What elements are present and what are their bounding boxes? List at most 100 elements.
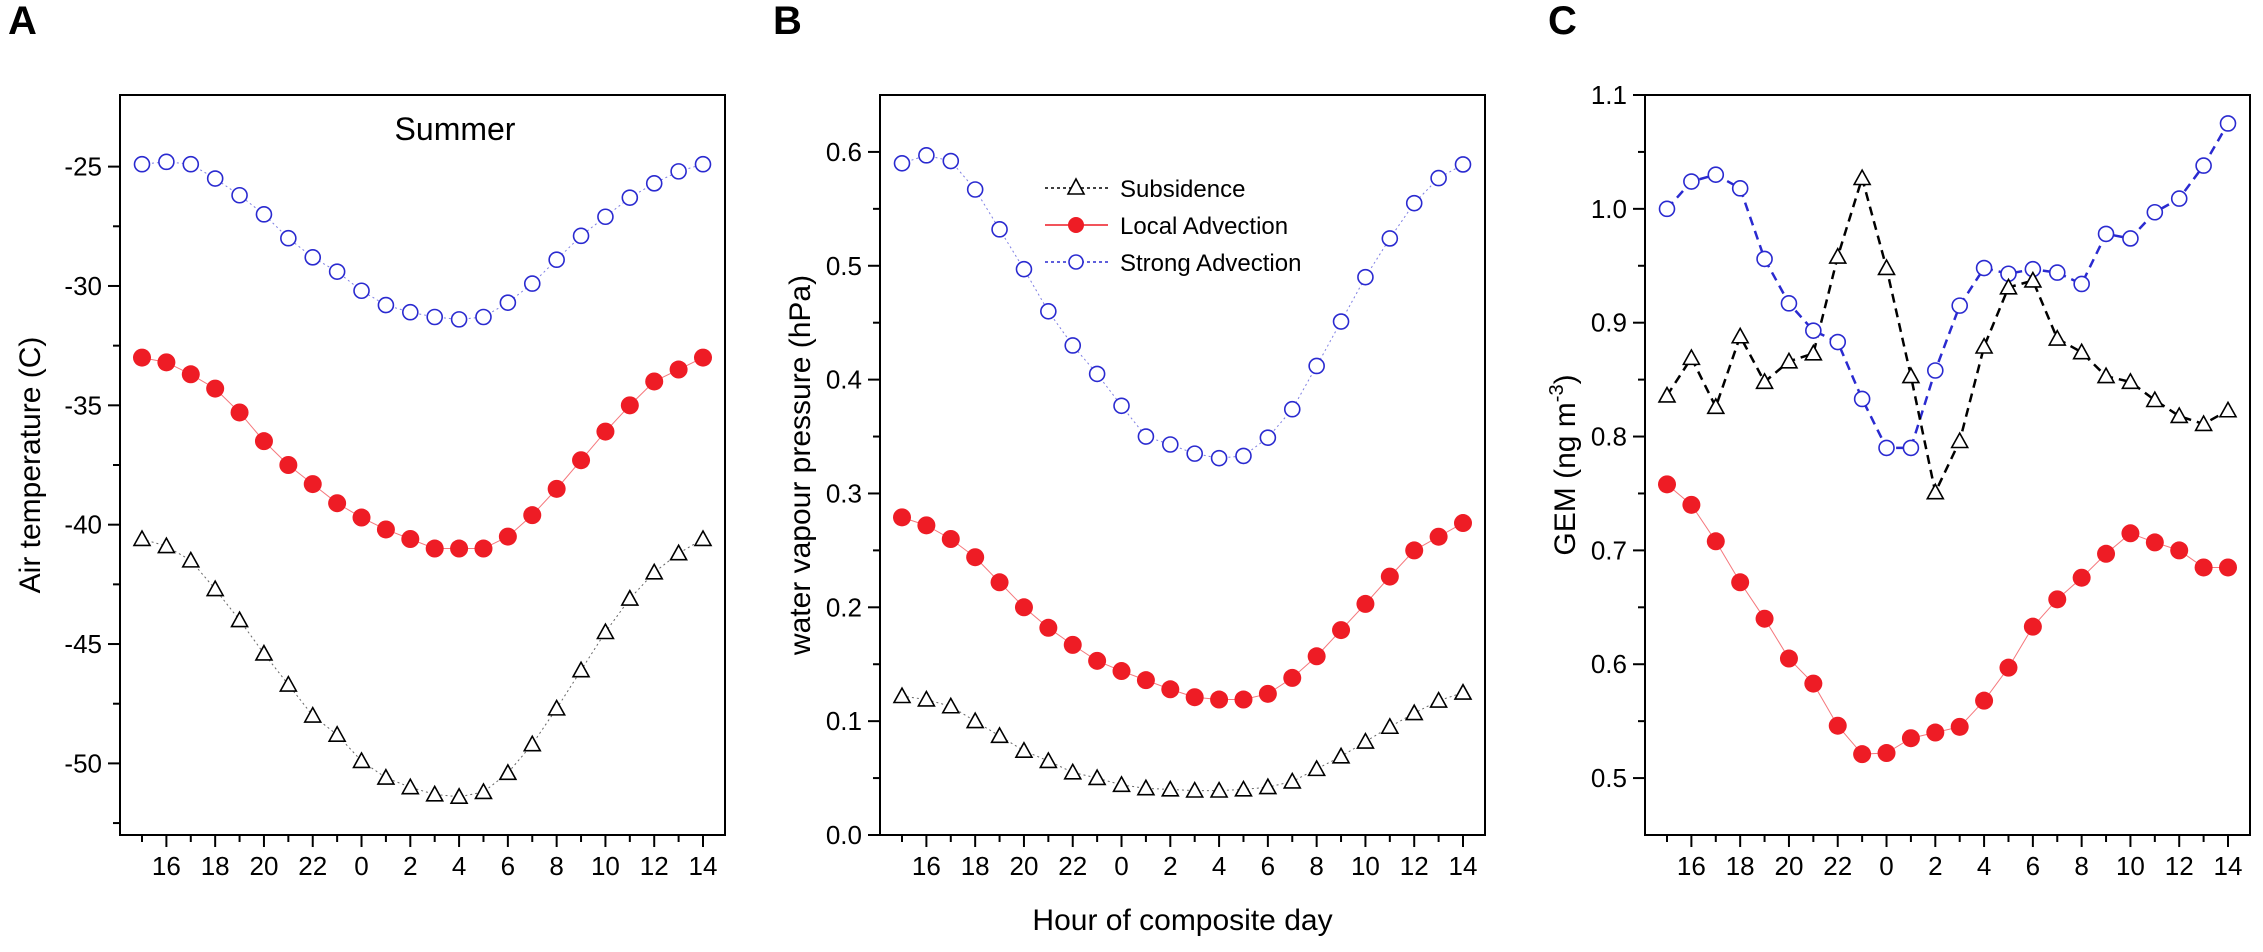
x-tick-label-a-12: 12 xyxy=(640,851,669,881)
point-a-strong-advection-3 xyxy=(426,308,443,326)
point-a-subsidence-17 xyxy=(181,550,201,568)
point-a-subsidence-19 xyxy=(230,610,249,628)
x-tick-label-b-10: 10 xyxy=(1351,851,1380,881)
point-b-local-advection-23 xyxy=(1088,651,1107,670)
point-c-local-advection-3 xyxy=(1950,717,1969,736)
series-line-a-local-advection xyxy=(141,357,704,550)
point-b-strong-advection-19 xyxy=(991,221,1008,238)
point-a-local-advection-10 xyxy=(596,422,615,441)
point-c-subsidence-4 xyxy=(1974,336,1994,354)
point-c-strong-advection-0 xyxy=(1878,439,1895,457)
point-a-strong-advection-14 xyxy=(694,155,712,173)
point-c-local-advection-19 xyxy=(1755,609,1774,628)
point-b-subsidence-23 xyxy=(1087,768,1107,786)
point-b-local-advection-8 xyxy=(1307,647,1326,666)
point-b-strong-advection-14 xyxy=(1454,156,1472,173)
x-tick-label-c-16: 16 xyxy=(1677,851,1706,881)
plot-frame-b xyxy=(879,94,1486,836)
point-c-strong-advection-10 xyxy=(2122,230,2139,247)
point-a-subsidence-4 xyxy=(449,787,469,805)
point-a-local-advection-19 xyxy=(230,403,249,422)
x-tick-label-c-12: 12 xyxy=(2165,851,2194,881)
y-tick-label-b-4: 0.4 xyxy=(826,365,862,395)
point-b-subsidence-17 xyxy=(941,696,961,714)
point-c-subsidence-23 xyxy=(1852,168,1872,186)
point-b-strong-advection-2 xyxy=(1162,436,1179,453)
point-b-strong-advection-1 xyxy=(1137,428,1155,445)
point-b-local-advection-1 xyxy=(1136,671,1155,690)
point-a-strong-advection-20 xyxy=(255,206,273,223)
y-tick-label-c-0: 0.5 xyxy=(1591,763,1627,793)
plot-frame-c xyxy=(1644,94,2251,836)
point-c-strong-advection-17 xyxy=(1707,166,1725,183)
point-a-subsidence-12 xyxy=(644,562,664,580)
point-a-local-advection-2 xyxy=(401,530,420,548)
point-b-strong-advection-5 xyxy=(1235,447,1252,465)
point-c-strong-advection-9 xyxy=(2097,225,2115,243)
point-b-local-advection-12 xyxy=(1405,541,1424,560)
point-a-subsidence-1 xyxy=(376,768,396,785)
point-c-strong-advection-20 xyxy=(1780,295,1798,312)
point-b-subsidence-7 xyxy=(1282,771,1302,789)
point-a-subsidence-15 xyxy=(132,529,152,547)
point-c-local-advection-11 xyxy=(2145,533,2164,552)
point-b-subsidence-20 xyxy=(1014,741,1034,758)
point-a-subsidence-6 xyxy=(498,763,518,781)
point-b-local-advection-17 xyxy=(941,530,960,548)
point-b-subsidence-3 xyxy=(1185,780,1205,798)
point-a-strong-advection-11 xyxy=(621,189,639,206)
legend-label-subsidence: Subsidence xyxy=(1120,176,1245,203)
point-c-subsidence-5 xyxy=(1999,277,2018,295)
point-c-subsidence-10 xyxy=(2121,372,2140,390)
series-line-c-strong-advection xyxy=(1666,122,2230,450)
x-tick-label-a-22: 22 xyxy=(298,851,327,881)
point-a-strong-advection-8 xyxy=(548,251,565,269)
y-axis-label-c-main: GEM (ng m xyxy=(1549,402,1582,555)
point-b-subsidence-14 xyxy=(1453,683,1473,700)
point-b-local-advection-16 xyxy=(917,516,936,535)
legend-marker-strong xyxy=(1068,254,1084,270)
point-a-subsidence-0 xyxy=(352,751,371,769)
point-a-local-advection-4 xyxy=(450,539,469,558)
point-a-strong-advection-22 xyxy=(304,249,322,266)
x-tick-label-b-4: 4 xyxy=(1212,851,1226,881)
point-b-subsidence-22 xyxy=(1063,762,1083,780)
point-a-strong-advection-5 xyxy=(475,308,492,326)
x-tick-label-b-0: 0 xyxy=(1114,851,1128,881)
x-tick-label-b-6: 6 xyxy=(1261,851,1275,881)
panel-c-chart: 16 18 20 22 0 2 4 6 8 10 12 14 0.5 0.6 0.7 0.8 0.9 1.0 1.1… xyxy=(1546,80,2251,881)
point-b-strong-advection-22 xyxy=(1064,337,1082,354)
point-b-subsidence-19 xyxy=(990,726,1009,744)
point-c-local-advection-17 xyxy=(1706,532,1725,551)
point-a-strong-advection-23 xyxy=(328,263,346,280)
point-a-subsidence-5 xyxy=(474,782,493,800)
x-tick-label-b-18: 18 xyxy=(961,851,990,881)
point-c-subsidence-22 xyxy=(1828,247,1848,264)
x-tick-label-c-2: 2 xyxy=(1928,851,1942,881)
panel-letter-c: C xyxy=(1548,0,1577,43)
data-marks-a xyxy=(132,153,713,805)
point-c-local-advection-23 xyxy=(1853,745,1872,764)
x-tick-label-a-4: 4 xyxy=(452,851,466,881)
point-a-strong-advection-12 xyxy=(645,175,663,192)
point-b-subsidence-12 xyxy=(1404,703,1424,721)
point-c-strong-advection-13 xyxy=(2195,157,2212,174)
point-a-local-advection-17 xyxy=(181,365,200,384)
point-a-strong-advection-16 xyxy=(158,153,175,171)
x-axis-label: Hour of composite day xyxy=(1032,904,1332,937)
point-a-strong-advection-9 xyxy=(572,227,590,245)
y-axis-label-c-sup: -3 xyxy=(1546,384,1568,402)
y-tick-label-a-1: -30 xyxy=(64,271,102,301)
point-c-strong-advection-18 xyxy=(1731,180,1749,197)
x-tick-label-c-6: 6 xyxy=(2026,851,2040,881)
axes-c: 16 18 20 22 0 2 4 6 8 10 12 14 0.5 0.6 0.7 0.8 0.9 1.0 1.1 xyxy=(1591,80,2243,881)
point-a-strong-advection-15 xyxy=(133,155,151,173)
point-a-local-advection-6 xyxy=(498,527,517,546)
x-tick-label-c-14: 14 xyxy=(2214,851,2243,881)
point-b-strong-advection-18 xyxy=(966,181,984,198)
point-a-local-advection-11 xyxy=(620,396,639,415)
point-c-strong-advection-7 xyxy=(2048,264,2066,281)
point-b-local-advection-9 xyxy=(1332,621,1351,640)
point-a-local-advection-13 xyxy=(669,360,688,379)
point-b-local-advection-0 xyxy=(1112,662,1131,681)
